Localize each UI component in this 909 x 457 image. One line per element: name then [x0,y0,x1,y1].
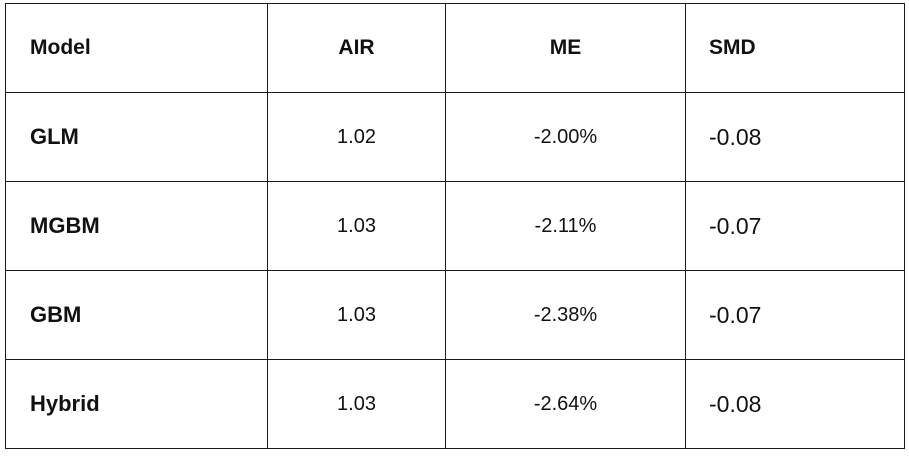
header-smd: SMD [685,3,905,93]
cell-air: 1.03 [267,359,446,449]
table-row: MGBM 1.03 -2.11% -0.07 [5,181,905,271]
cell-model: Hybrid [5,359,268,449]
cell-smd: -0.07 [685,270,905,360]
cell-me: -2.38% [445,270,686,360]
model-comparison-table: Model AIR ME SMD GLM 1.02 -2.00% -0.08 M… [5,3,905,449]
header-model: Model [5,3,268,93]
cell-model: MGBM [5,181,268,271]
cell-smd: -0.08 [685,359,905,449]
cell-model: GBM [5,270,268,360]
cell-me: -2.00% [445,92,686,182]
cell-air: 1.03 [267,181,446,271]
results-table-container: Model AIR ME SMD GLM 1.02 -2.00% -0.08 M… [5,3,905,449]
header-me: ME [445,3,686,93]
cell-air: 1.02 [267,92,446,182]
table-row: GLM 1.02 -2.00% -0.08 [5,92,905,182]
table-row: GBM 1.03 -2.38% -0.07 [5,270,905,360]
cell-me: -2.64% [445,359,686,449]
table-header-row: Model AIR ME SMD [5,3,905,93]
header-air: AIR [267,3,446,93]
cell-air: 1.03 [267,270,446,360]
table-row: Hybrid 1.03 -2.64% -0.08 [5,359,905,449]
cell-model: GLM [5,92,268,182]
cell-me: -2.11% [445,181,686,271]
cell-smd: -0.08 [685,92,905,182]
cell-smd: -0.07 [685,181,905,271]
